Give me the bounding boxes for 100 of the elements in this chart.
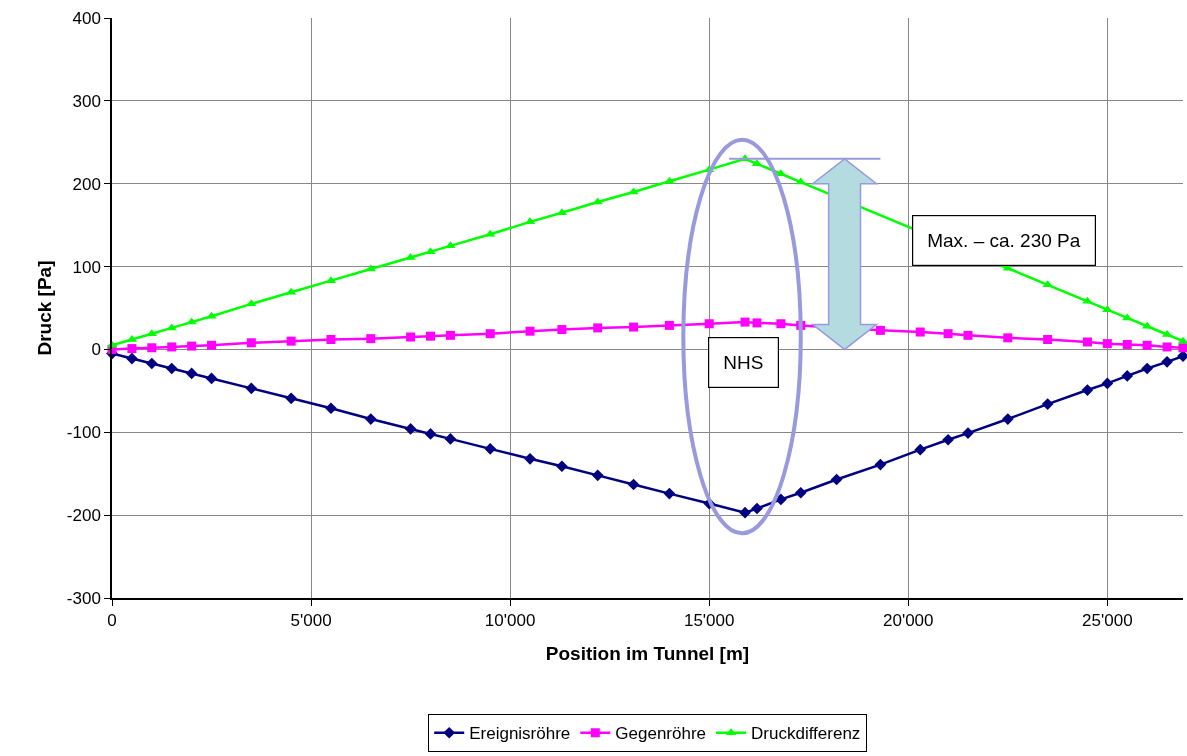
point (1177, 336, 1187, 344)
point (326, 334, 336, 344)
legend-label: Ereignisröhre (469, 724, 571, 744)
annotation: Max. – ca. 230 Pa (927, 230, 1081, 252)
point (165, 362, 178, 375)
point (166, 323, 177, 331)
point (1081, 384, 1094, 396)
point (795, 177, 806, 185)
point (556, 460, 568, 473)
point (740, 317, 750, 327)
point (915, 327, 925, 337)
point (366, 334, 376, 344)
point (593, 323, 603, 333)
point (1161, 356, 1173, 368)
point (751, 502, 763, 515)
x-tick-label: 10'000 (484, 611, 536, 631)
point (592, 197, 603, 205)
point (187, 341, 197, 351)
point (485, 229, 496, 237)
point (963, 330, 973, 340)
point (1043, 334, 1053, 344)
point (525, 326, 535, 336)
point (126, 352, 138, 365)
y-tick-label: 200 (72, 174, 101, 194)
point (739, 506, 751, 519)
point (1041, 398, 1054, 410)
y-tick-label: 0 (91, 340, 101, 360)
point (445, 330, 455, 340)
point (246, 299, 257, 307)
annotation: NHS (723, 352, 764, 374)
point (325, 402, 337, 415)
point (1141, 362, 1154, 375)
point (1122, 313, 1133, 321)
point (444, 433, 457, 445)
y-axis-title: Druck [Pa] (34, 260, 56, 356)
point (942, 433, 954, 446)
point (874, 458, 887, 471)
point (246, 338, 256, 348)
point (664, 320, 674, 330)
point (1082, 337, 1092, 347)
point (1178, 343, 1187, 353)
point (830, 473, 843, 486)
point (1003, 333, 1013, 343)
y-tick-label: 300 (72, 91, 101, 111)
x-tick-label: 0 (107, 611, 117, 631)
point (206, 311, 217, 319)
point (404, 423, 417, 435)
x-tick-label: 25'000 (1082, 611, 1133, 631)
point (875, 325, 885, 335)
point (167, 342, 177, 352)
point (1122, 339, 1132, 349)
point (591, 469, 604, 482)
y-tick-label: 400 (72, 8, 101, 28)
point (1001, 413, 1014, 425)
point (445, 241, 456, 249)
point (245, 382, 258, 395)
point (628, 187, 639, 195)
point (426, 331, 436, 341)
point (1102, 339, 1112, 349)
legend-label: Gegenröhre (615, 724, 707, 744)
point (364, 413, 377, 425)
point (485, 329, 495, 339)
point (629, 322, 639, 332)
point (704, 319, 714, 329)
point (285, 392, 298, 405)
point (127, 344, 137, 354)
x-tick-label: 20'000 (883, 611, 934, 631)
point (1101, 377, 1114, 390)
point (794, 486, 807, 499)
point (145, 357, 158, 370)
point (914, 443, 927, 456)
point (365, 264, 376, 272)
point (424, 428, 437, 440)
point (1142, 340, 1152, 350)
point (627, 478, 640, 491)
point (185, 367, 198, 380)
x-tick-label: 15'000 (683, 611, 735, 631)
point (1042, 280, 1053, 288)
point (406, 332, 416, 342)
point (205, 372, 218, 385)
point (943, 329, 953, 339)
x-axis-title: Position im Tunnel [m] (545, 643, 750, 665)
point (752, 318, 762, 328)
y-tick-label: -200 (66, 506, 101, 526)
point (1082, 296, 1093, 304)
point (663, 487, 676, 500)
point (524, 452, 536, 465)
y-tick-label: -100 (66, 423, 101, 443)
point (557, 325, 567, 335)
x-tick-label: 5'000 (290, 611, 332, 631)
y-tick-label: -300 (66, 588, 101, 608)
y-tick-label: 100 (72, 257, 101, 277)
point (207, 340, 217, 350)
point (1162, 342, 1172, 352)
point (776, 319, 786, 329)
point (286, 336, 296, 346)
point (1121, 370, 1134, 382)
legend-label: Druckdifferenz (751, 724, 861, 744)
point (147, 343, 157, 353)
point (484, 443, 497, 455)
